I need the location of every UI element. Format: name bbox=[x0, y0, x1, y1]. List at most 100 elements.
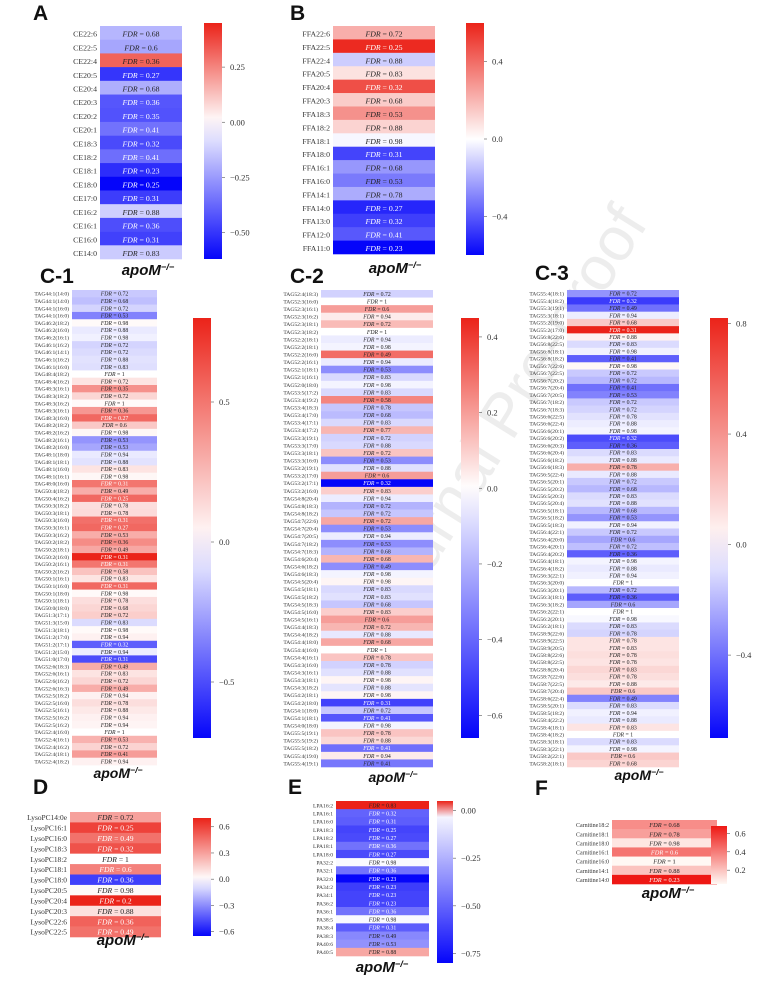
row-label: CE20:1 bbox=[73, 126, 97, 135]
row-label: TAG56:5(20:3) bbox=[529, 493, 564, 500]
colorbar-tick-label: 0.4 bbox=[487, 332, 498, 342]
fdr-label: FDR = 0.83 bbox=[608, 704, 637, 710]
row-label: TAG46:1(14:1) bbox=[34, 349, 69, 356]
row-label: PA36:1 bbox=[316, 909, 333, 915]
row-label: LPA18:0 bbox=[313, 852, 333, 858]
heatmap-cell bbox=[70, 916, 161, 927]
fdr-label: FDR = 0.98 bbox=[608, 559, 637, 565]
fdr-label: FDR = 0.49 bbox=[608, 306, 637, 312]
fdr-label: FDR = 0.88 bbox=[100, 357, 129, 363]
row-label: TAG56:4(20:2) bbox=[529, 551, 564, 558]
row-label: TAG54:7(18:2) bbox=[283, 541, 318, 548]
heatmap-cell bbox=[567, 680, 679, 688]
fdr-label: FDR = 0.49 bbox=[100, 686, 129, 692]
row-label: TAG54:7(22:6) bbox=[283, 518, 318, 525]
row-label: TAG52:3(18:1) bbox=[283, 321, 318, 328]
row-label: TAG52:3(18:2) bbox=[283, 329, 318, 336]
fdr-label: FDR = 0.25 bbox=[364, 43, 402, 52]
fdr-label: FDR = 0.83 bbox=[608, 667, 637, 673]
fdr-label: FDR = 0.98 bbox=[362, 678, 391, 684]
heatmap-cell bbox=[567, 427, 679, 435]
heatmap-cell bbox=[321, 464, 433, 473]
fdr-label: FDR = 1 bbox=[366, 648, 387, 654]
row-label: TAG52:6(16:3) bbox=[34, 685, 69, 692]
heatmap-cell bbox=[321, 600, 433, 609]
colorbar-tick-label: −0.4 bbox=[492, 211, 508, 221]
fdr-label: FDR = 0.88 bbox=[608, 458, 637, 464]
row-label: TAG54:6(18:2) bbox=[283, 563, 318, 570]
fdr-label: FDR = 0.83 bbox=[362, 489, 391, 495]
fdr-label: FDR = 1 bbox=[612, 733, 633, 739]
heatmap-cell bbox=[567, 665, 679, 674]
fdr-label: FDR = 0.31 bbox=[100, 555, 129, 561]
row-label: TAG55:5(19:1) bbox=[283, 730, 318, 737]
row-label: TAG56:7(20:5) bbox=[529, 392, 564, 399]
heatmap-cell bbox=[70, 843, 161, 854]
heatmap-cell bbox=[333, 39, 435, 54]
heatmap-cell bbox=[567, 738, 679, 746]
fdr-label: FDR = 0.72 bbox=[362, 625, 391, 631]
heatmap-cell bbox=[321, 320, 433, 329]
fdr-label: FDR = 0.78 bbox=[100, 701, 129, 707]
row-label: CE20:2 bbox=[73, 112, 97, 121]
row-label: TAG48:4(18:2) bbox=[34, 371, 69, 378]
fdr-label: FDR = 0.83 bbox=[362, 610, 391, 616]
fdr-label: FDR = 0.98 bbox=[100, 431, 129, 437]
row-label: TAG55:2(17:0) bbox=[529, 327, 564, 334]
fdr-label: FDR = 0.35 bbox=[100, 387, 129, 393]
fdr-label: FDR = 0.68 bbox=[362, 413, 391, 419]
fdr-label: FDR = 0.83 bbox=[608, 451, 637, 457]
fdr-label: FDR = 0.88 bbox=[608, 472, 637, 478]
row-label: TAG53:4(19:2) bbox=[283, 397, 318, 404]
row-label: TAG58:8(22:6) bbox=[529, 652, 564, 659]
fdr-label: FDR = 0.25 bbox=[100, 496, 129, 502]
heatmap-cell bbox=[567, 376, 679, 385]
heatmap-cell bbox=[321, 312, 433, 321]
row-label: TAG54:6(20:4) bbox=[283, 556, 318, 563]
heatmap-cell bbox=[72, 436, 157, 444]
row-label: CE18:2 bbox=[73, 153, 97, 162]
row-label: TAG54:5(18:2) bbox=[283, 594, 318, 601]
row-label: TAG50:1(18:0) bbox=[34, 590, 69, 597]
heatmap-cell bbox=[336, 833, 429, 843]
fdr-label: FDR = 0.98 bbox=[368, 860, 397, 866]
row-label: LysoPC18:1 bbox=[30, 865, 67, 874]
heatmap-cell bbox=[72, 290, 157, 298]
fdr-label: FDR = 0.98 bbox=[100, 321, 129, 327]
row-label: TAG44:1(16:0) bbox=[34, 313, 69, 320]
row-label: TAG56:7(18:3) bbox=[529, 406, 564, 413]
column-label: apoM−/− bbox=[356, 959, 409, 976]
fdr-label: FDR = 0.31 bbox=[368, 926, 397, 932]
row-label: TAG55:3(19:1) bbox=[529, 305, 564, 312]
heatmap-cell bbox=[567, 449, 679, 457]
row-label: TAG58:7(22:6) bbox=[529, 674, 564, 681]
fdr-label: FDR = 0.98 bbox=[100, 591, 129, 597]
row-label: TAG53:3(19:1) bbox=[283, 435, 318, 442]
fdr-label: FDR = 0.88 bbox=[100, 708, 129, 714]
fdr-label: FDR = 0.83 bbox=[608, 624, 637, 630]
fdr-label: FDR = 0.94 bbox=[362, 496, 391, 502]
heatmap-cell bbox=[72, 713, 157, 722]
heatmap-cell bbox=[100, 204, 182, 219]
panel-label-d: D bbox=[33, 776, 49, 799]
fdr-label: FDR = 0.77 bbox=[362, 428, 391, 434]
row-label: TAG54:4(18:2) bbox=[283, 632, 318, 639]
fdr-label: FDR = 0.72 bbox=[96, 813, 133, 822]
row-label: TAG51:2(15:0) bbox=[34, 649, 69, 656]
heatmap-cell bbox=[336, 849, 429, 859]
row-label: FFA16:1 bbox=[302, 164, 330, 173]
row-label: LysoPC20:3 bbox=[30, 907, 67, 916]
fdr-label: FDR = 0.36 bbox=[100, 540, 129, 546]
row-label: TAG56:3(18:1) bbox=[529, 594, 564, 601]
row-label: FFA22:4 bbox=[302, 56, 330, 65]
fdr-label: FDR = 0.88 bbox=[648, 868, 679, 875]
heatmap-cell bbox=[72, 640, 157, 649]
row-label: TAG53:4(18:3) bbox=[283, 404, 318, 411]
row-label: TAG55:5(18:2) bbox=[283, 745, 318, 752]
heatmap-cell bbox=[567, 318, 679, 327]
heatmap-cell bbox=[100, 108, 182, 123]
row-label: TAG52:3(16:2) bbox=[283, 314, 318, 321]
fdr-label: FDR = 0.94 bbox=[100, 723, 129, 729]
row-label: TAG56:2(20:1) bbox=[529, 616, 564, 623]
row-label: TAG58:3(22:1) bbox=[529, 746, 564, 753]
